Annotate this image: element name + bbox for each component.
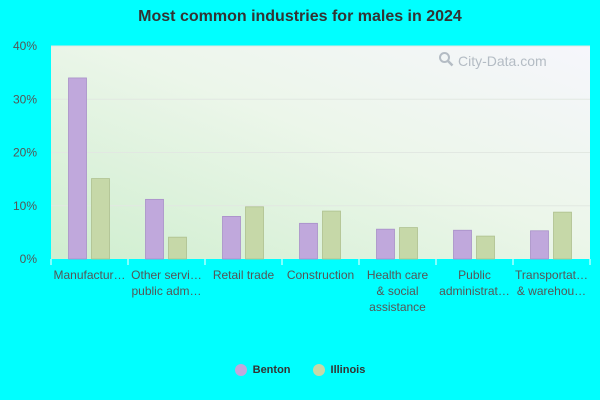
legend-swatch-illinois xyxy=(312,364,325,376)
bar-illinois xyxy=(399,227,418,260)
chart-legend: Benton Illinois xyxy=(0,364,600,376)
y-tick-label: 0% xyxy=(20,252,38,266)
bar-illinois xyxy=(245,206,264,260)
y-tick-label: 30% xyxy=(13,92,37,106)
bar-benton xyxy=(453,229,472,260)
legend-label-benton: Benton xyxy=(252,364,291,376)
y-tick-label: 10% xyxy=(13,199,37,213)
bar-illinois xyxy=(476,235,495,260)
bar-illinois xyxy=(91,178,110,260)
magnifier-icon xyxy=(438,51,454,70)
legend-label-illinois: Illinois xyxy=(330,364,366,376)
legend-item-illinois: Illinois xyxy=(312,364,366,376)
legend-swatch-benton xyxy=(234,364,247,376)
bar-benton xyxy=(299,222,318,260)
watermark: City-Data.com xyxy=(438,51,547,70)
bar-benton xyxy=(530,230,549,260)
bar-illinois xyxy=(322,210,341,260)
bar-benton xyxy=(68,77,87,260)
x-tick-label: Construction xyxy=(287,268,354,282)
legend-item-benton: Benton xyxy=(234,364,291,376)
bar-benton xyxy=(145,198,164,260)
x-tick-label: Manufactur… xyxy=(53,268,125,282)
y-tick-label: 40% xyxy=(13,39,37,53)
watermark-text: City-Data.com xyxy=(458,52,547,69)
x-tick-label: Health care & social assistance xyxy=(367,268,429,314)
x-tick-label: Public administrat… xyxy=(439,268,510,298)
y-tick-label: 20% xyxy=(13,146,37,160)
x-tick-label: Retail trade xyxy=(213,268,275,282)
x-tick-label: Transportat… & warehou… xyxy=(515,268,588,298)
chart-title: Most common industries for males in 2024 xyxy=(138,8,462,25)
x-tick-label: Other servi… public adm… xyxy=(131,268,202,298)
bar-illinois xyxy=(553,211,572,260)
bar-illinois xyxy=(168,236,187,260)
bar-benton xyxy=(376,228,395,260)
bar-benton xyxy=(222,215,241,260)
